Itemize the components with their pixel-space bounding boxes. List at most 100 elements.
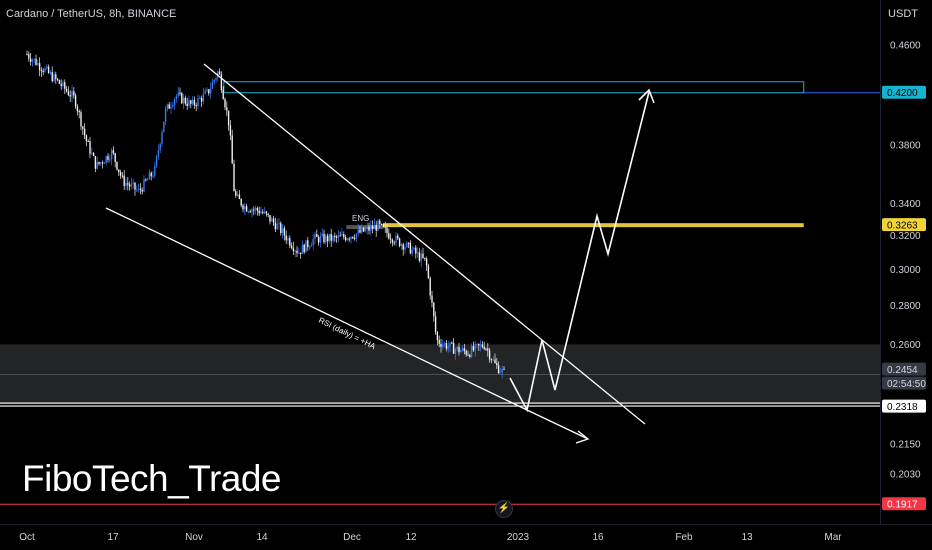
- candle-body: [375, 224, 377, 231]
- candle-body: [35, 58, 37, 65]
- candle-body: [105, 156, 107, 163]
- candle-body: [128, 184, 131, 187]
- candle-body: [389, 238, 392, 240]
- price-tick-label: 0.4600: [890, 41, 921, 52]
- candle-body: [119, 172, 122, 176]
- price-flag: [882, 218, 926, 232]
- candle-body: [226, 107, 228, 111]
- candle-body: [393, 242, 395, 244]
- candle-body: [469, 354, 471, 357]
- candle-body: [193, 100, 196, 106]
- candle-body: [334, 235, 336, 237]
- price-flag: [882, 376, 926, 390]
- candle-body: [89, 141, 91, 154]
- candle-body: [44, 68, 46, 72]
- candle-body: [384, 226, 386, 228]
- price-flag-label: 0.3263: [887, 221, 918, 232]
- candle-body: [411, 249, 413, 254]
- candle-body: [289, 238, 291, 246]
- candle-body: [422, 253, 424, 258]
- price-axis-labels: 0.4600 0.3800 0.3400 0.3200 0.3000 0.2800 0.26…: [882, 41, 926, 511]
- candle-body: [157, 150, 160, 157]
- candle-body: [244, 206, 246, 210]
- candle-body: [280, 223, 282, 234]
- candle-body: [114, 153, 116, 162]
- candle-body: [285, 235, 287, 241]
- candle-body: [251, 209, 253, 213]
- candle-body: [224, 99, 226, 108]
- candles: [26, 50, 505, 379]
- candle-body: [478, 343, 480, 346]
- candle-body: [353, 238, 356, 240]
- candle-body: [272, 218, 275, 223]
- candle-body: [373, 224, 376, 229]
- candle-body: [440, 343, 442, 347]
- candle-body: [472, 346, 475, 351]
- candle-body: [62, 82, 64, 87]
- zones: [0, 81, 880, 505]
- candle-body: [164, 108, 167, 122]
- candle-body: [276, 223, 278, 230]
- candle-body: [186, 103, 188, 106]
- candle-body: [200, 97, 203, 102]
- time-tick-label: 12: [405, 532, 417, 543]
- wedge-lower-line: [105, 207, 528, 411]
- candle-body: [337, 235, 340, 238]
- candle-body: [42, 70, 44, 72]
- price-flag-label: 0.4200: [887, 88, 918, 99]
- arrow-head: [575, 430, 590, 444]
- candle-body: [470, 346, 473, 357]
- candle-body: [325, 235, 327, 243]
- candle-body: [386, 227, 388, 234]
- candle-body: [397, 235, 399, 239]
- candle-body: [497, 365, 500, 374]
- candle-body: [420, 253, 422, 261]
- candle-body: [370, 225, 372, 231]
- candle-body: [299, 252, 302, 254]
- candle-body: [100, 162, 102, 164]
- candle-body: [339, 235, 341, 237]
- candle-body: [116, 161, 118, 170]
- price-flag: [882, 362, 926, 376]
- forecast-path: [509, 91, 650, 413]
- candle-body: [283, 228, 286, 236]
- candle-body: [346, 238, 349, 241]
- candle-body: [195, 105, 197, 107]
- watermark: FiboTech_Trade: [22, 458, 282, 499]
- price-tick-label: 0.3200: [890, 231, 921, 242]
- candle-body: [460, 350, 462, 353]
- price-tick-label: 0.3800: [890, 141, 921, 152]
- candle-body: [220, 74, 223, 91]
- candle-body: [364, 229, 367, 232]
- time-tick-label: Dec: [343, 532, 361, 543]
- flash-icon[interactable]: ⚡: [495, 500, 513, 518]
- candle-body: [235, 191, 237, 196]
- wedge-upper-line: [203, 63, 646, 425]
- price-flag-label: 0.2318: [887, 402, 918, 413]
- candle-body: [294, 250, 296, 252]
- candle-body: [67, 91, 70, 96]
- candle-body: [152, 175, 154, 177]
- candle-body: [240, 198, 242, 206]
- candle-body: [366, 226, 368, 230]
- candle-body: [433, 302, 435, 317]
- candle-body: [316, 234, 318, 237]
- candle-body: [352, 236, 354, 239]
- candle-body: [231, 135, 233, 164]
- forecast-arrow-head: [638, 88, 655, 104]
- candle-body: [127, 183, 129, 185]
- candle-body: [415, 247, 417, 254]
- candle-body: [145, 179, 147, 181]
- candle-body: [40, 70, 43, 72]
- candle-body: [69, 95, 71, 97]
- candle-body: [38, 63, 41, 71]
- candle-body: [94, 156, 97, 169]
- candle-body: [123, 175, 125, 186]
- candle-body: [141, 189, 143, 192]
- candle-body: [202, 93, 205, 102]
- candle-body: [323, 233, 325, 243]
- candle-body: [166, 104, 169, 109]
- candle-body: [233, 163, 235, 192]
- candle-body: [314, 234, 316, 239]
